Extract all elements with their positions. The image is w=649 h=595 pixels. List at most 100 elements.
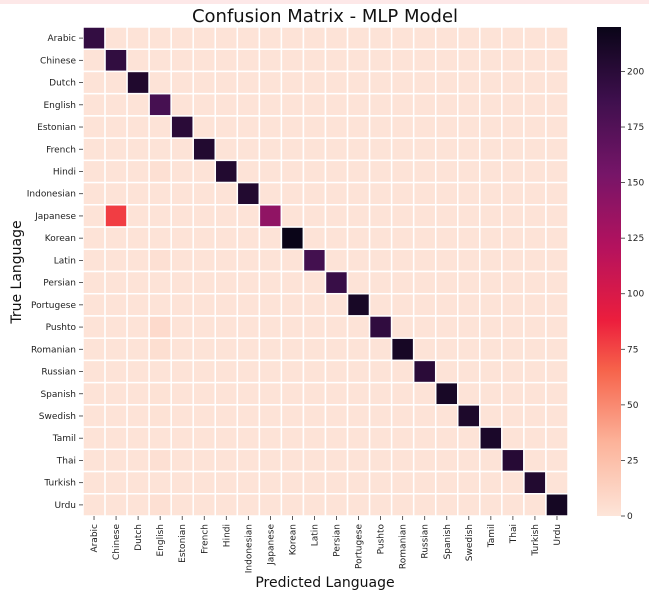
colorbar-tick-label: 200 xyxy=(627,67,644,77)
x-tick-label: Latin xyxy=(310,524,320,546)
heatmap-cell xyxy=(457,470,481,495)
heatmap-cell xyxy=(258,48,283,73)
heatmap-cell xyxy=(104,426,128,451)
heatmap-cell xyxy=(280,92,305,117)
heatmap-cell xyxy=(501,204,525,228)
heatmap-cell xyxy=(390,470,415,495)
heatmap-cell xyxy=(457,337,481,362)
heatmap-cell xyxy=(148,404,172,428)
heatmap-cell xyxy=(479,115,503,139)
heatmap-cell xyxy=(258,292,283,317)
heatmap-cells xyxy=(82,26,569,517)
heatmap-cell xyxy=(170,159,194,184)
heatmap-cell xyxy=(545,315,569,339)
heatmap-cell xyxy=(523,48,547,73)
heatmap-cell xyxy=(434,48,459,73)
heatmap-cell xyxy=(258,92,283,117)
heatmap-cell xyxy=(523,337,547,362)
heatmap-cell xyxy=(126,248,150,273)
heatmap-cell xyxy=(523,159,547,184)
x-tick-label: French xyxy=(200,524,210,554)
x-tick-label: Dutch xyxy=(134,524,144,551)
heatmap-cell xyxy=(545,270,569,295)
heatmap-cell xyxy=(501,26,525,50)
heatmap-cell xyxy=(82,48,106,73)
heatmap-cell xyxy=(479,404,503,428)
heatmap-cell xyxy=(324,404,349,428)
heatmap-cell xyxy=(501,115,525,139)
heatmap-cell xyxy=(148,115,172,139)
heatmap-cell xyxy=(104,159,128,184)
heatmap-cell xyxy=(302,493,327,517)
heatmap-cell xyxy=(523,292,547,317)
heatmap-cell xyxy=(302,426,327,451)
heatmap-cell xyxy=(82,204,106,228)
x-tick-label: Korean xyxy=(288,524,298,555)
heatmap-cell xyxy=(501,359,525,384)
heatmap-cell xyxy=(192,137,217,162)
heatmap-cell xyxy=(434,70,459,95)
heatmap-cell xyxy=(280,26,305,50)
heatmap-cell xyxy=(346,226,371,251)
y-tick-labels: Arabic Chinese Dutch English Estonian French H… xyxy=(27,34,83,511)
heatmap-cell xyxy=(214,470,239,495)
heatmap-cell xyxy=(148,426,172,451)
heatmap-cell xyxy=(302,92,327,117)
heatmap-cell xyxy=(170,470,194,495)
heatmap-cell xyxy=(258,226,283,251)
heatmap-cell xyxy=(192,470,217,495)
heatmap-cell xyxy=(412,426,437,451)
heatmap-cell xyxy=(236,448,261,473)
y-tick-label: Thai xyxy=(56,456,76,466)
heatmap-cell xyxy=(390,292,415,317)
heatmap-cell xyxy=(104,26,128,50)
heatmap-cell xyxy=(412,26,437,50)
heatmap-cell xyxy=(214,248,239,273)
y-tick-label: Swedish xyxy=(39,412,76,422)
heatmap-cell xyxy=(214,426,239,451)
y-tick-label: Portugese xyxy=(31,301,76,311)
heatmap-cell xyxy=(104,315,128,339)
heatmap-cell xyxy=(390,337,415,362)
heatmap-cell xyxy=(346,48,371,73)
x-tick-label: Estonian xyxy=(178,524,188,563)
heatmap-cell xyxy=(479,226,503,251)
heatmap-cell xyxy=(523,404,547,428)
heatmap-cell xyxy=(479,248,503,273)
heatmap-cell xyxy=(214,315,239,339)
x-tick-label: Portugese xyxy=(355,524,365,569)
heatmap-cell xyxy=(192,115,217,139)
heatmap-cell xyxy=(412,292,437,317)
heatmap-cell xyxy=(236,426,261,451)
heatmap-cell xyxy=(280,493,305,517)
heatmap-cell xyxy=(148,315,172,339)
heatmap-cell xyxy=(258,270,283,295)
x-tick-label: Indonesian xyxy=(244,524,254,573)
heatmap-cell xyxy=(148,292,172,317)
heatmap-cell xyxy=(457,226,481,251)
heatmap-cell xyxy=(148,204,172,228)
heatmap-cell xyxy=(324,292,349,317)
heatmap-cell xyxy=(457,292,481,317)
heatmap-cell xyxy=(126,448,150,473)
heatmap-cell xyxy=(501,248,525,273)
heatmap-cell xyxy=(126,92,150,117)
heatmap-cell xyxy=(170,359,194,384)
heatmap-cell xyxy=(457,248,481,273)
heatmap-cell xyxy=(192,270,217,295)
heatmap-cell xyxy=(192,337,217,362)
heatmap-cell xyxy=(280,448,305,473)
y-axis-label: True Language xyxy=(9,220,25,324)
heatmap-cell xyxy=(368,270,393,295)
heatmap-cell xyxy=(82,270,106,295)
heatmap-cell xyxy=(302,26,327,50)
heatmap-cell xyxy=(545,404,569,428)
heatmap-cell xyxy=(170,204,194,228)
x-tick-label: Chinese xyxy=(112,524,122,560)
heatmap-cell xyxy=(236,359,261,384)
heatmap-cell xyxy=(214,292,239,317)
heatmap-cell xyxy=(390,92,415,117)
heatmap-cell xyxy=(457,48,481,73)
heatmap-cell xyxy=(434,92,459,117)
